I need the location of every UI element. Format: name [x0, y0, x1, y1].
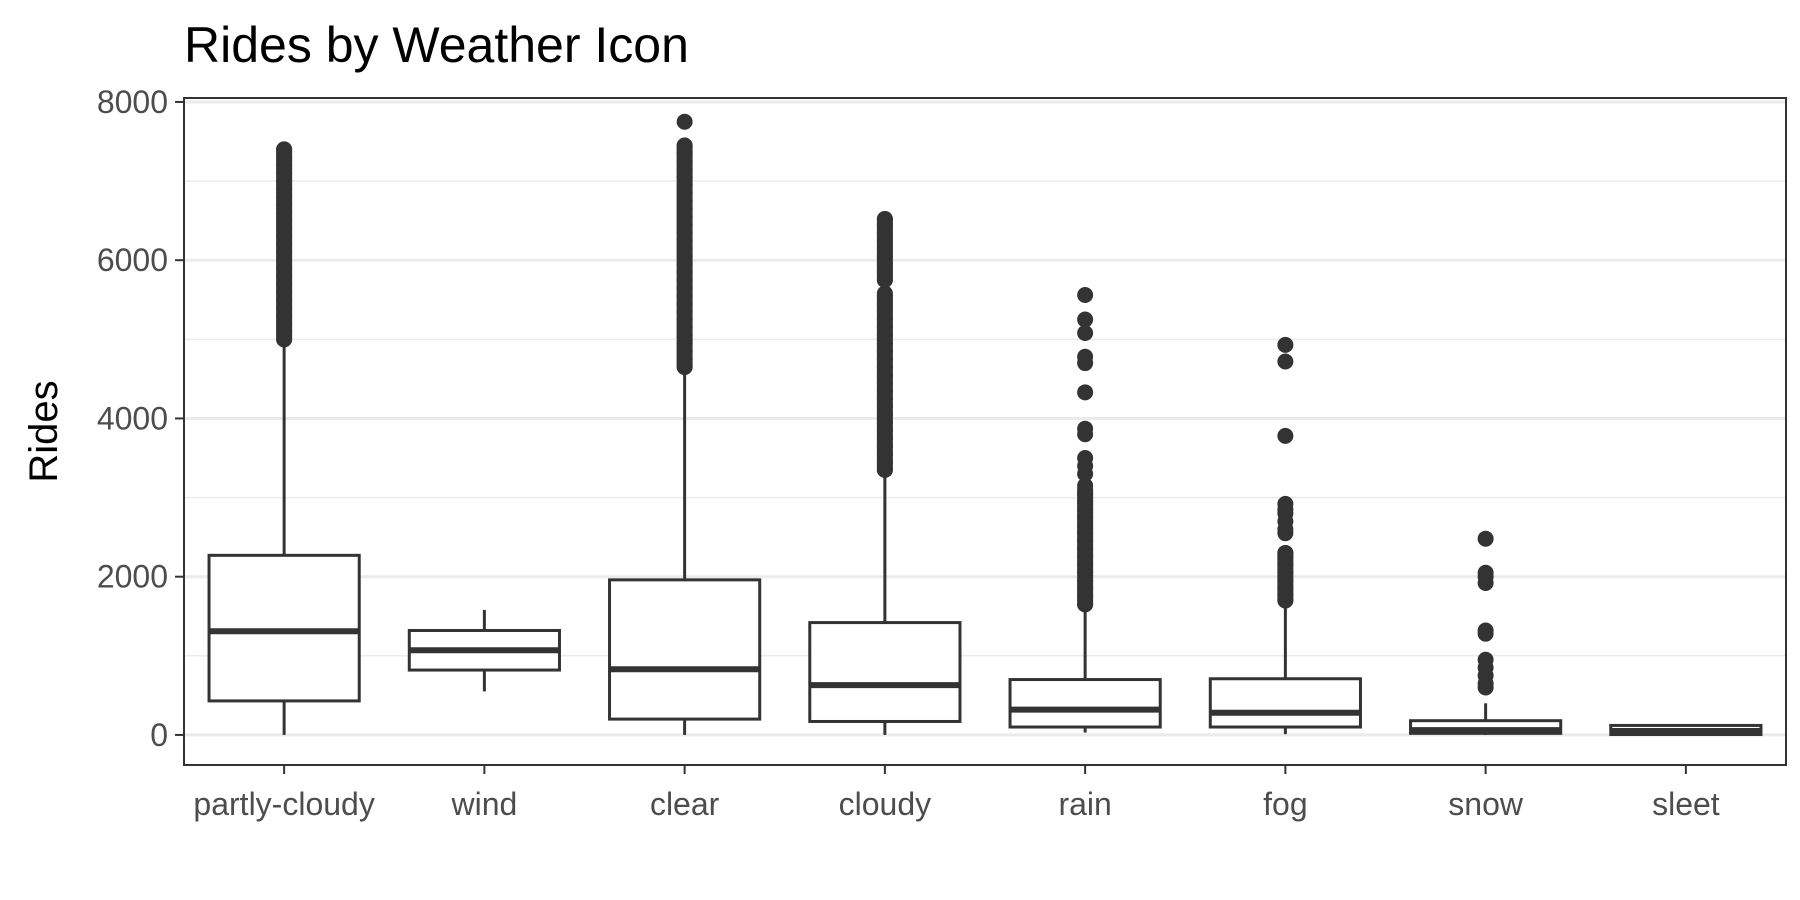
x-tick-label-wind: wind: [450, 786, 517, 822]
y-tick-label: 6000: [97, 242, 168, 278]
outlier-point: [1077, 384, 1094, 401]
box-partly-cloudy: [207, 141, 361, 735]
panel-border: [183, 97, 1787, 766]
x-tick-label-cloudy: cloudy: [839, 786, 932, 822]
box-iqr: [207, 553, 361, 703]
box-cloudy: [808, 211, 962, 735]
axes-layer: 0 2000 4000 6000 8000 partly-cloudy wind clear c…: [97, 84, 1787, 822]
outlier-point: [1477, 651, 1494, 668]
y-axis-title: Rides: [22, 380, 66, 482]
outlier-point: [1077, 450, 1094, 467]
outlier-point: [1077, 311, 1094, 328]
y-tick-label: 0: [150, 717, 168, 753]
y-tick-label: 4000: [97, 400, 168, 436]
x-tick-label-snow: snow: [1448, 786, 1524, 822]
box-rain: [1008, 287, 1162, 733]
outlier-point: [276, 141, 293, 158]
x-tick-label-fog: fog: [1263, 786, 1307, 822]
outlier-point: [1277, 544, 1294, 561]
x-tick-label-rain: rain: [1058, 786, 1111, 822]
outlier-point: [1477, 530, 1494, 547]
y-tick-label: 2000: [97, 559, 168, 595]
outlier-point: [676, 113, 693, 130]
outlier-point: [1077, 324, 1094, 341]
x-tick-label-clear: clear: [650, 786, 720, 822]
outlier-point: [1077, 477, 1094, 494]
boxes-layer: [207, 113, 1763, 737]
box-iqr: [808, 621, 962, 723]
outlier-point: [676, 137, 693, 154]
box-iqr: [1208, 677, 1362, 729]
x-tick-label-partly-cloudy: partly-cloudy: [193, 786, 374, 822]
outlier-point: [876, 287, 893, 304]
outlier-point: [876, 211, 893, 228]
outlier-point: [1277, 495, 1294, 512]
outlier-point: [1077, 348, 1094, 365]
outlier-point: [1277, 427, 1294, 444]
outlier-point: [1277, 353, 1294, 370]
outlier-point: [1277, 336, 1294, 353]
outlier-point: [1077, 420, 1094, 437]
box-sleet: [1609, 723, 1763, 737]
box-snow: [1409, 530, 1563, 735]
x-tick-label-sleet: sleet: [1652, 786, 1720, 822]
box-clear: [608, 113, 762, 735]
outlier-point: [1477, 564, 1494, 581]
box-wind: [407, 609, 561, 692]
chart-title: Rides by Weather Icon: [184, 17, 689, 73]
outlier-point: [1477, 622, 1494, 639]
outlier-point: [1077, 287, 1094, 304]
box-iqr: [1008, 678, 1162, 729]
y-tick-label: 8000: [97, 84, 168, 120]
box-fog: [1208, 336, 1362, 735]
box-iqr: [608, 578, 762, 721]
